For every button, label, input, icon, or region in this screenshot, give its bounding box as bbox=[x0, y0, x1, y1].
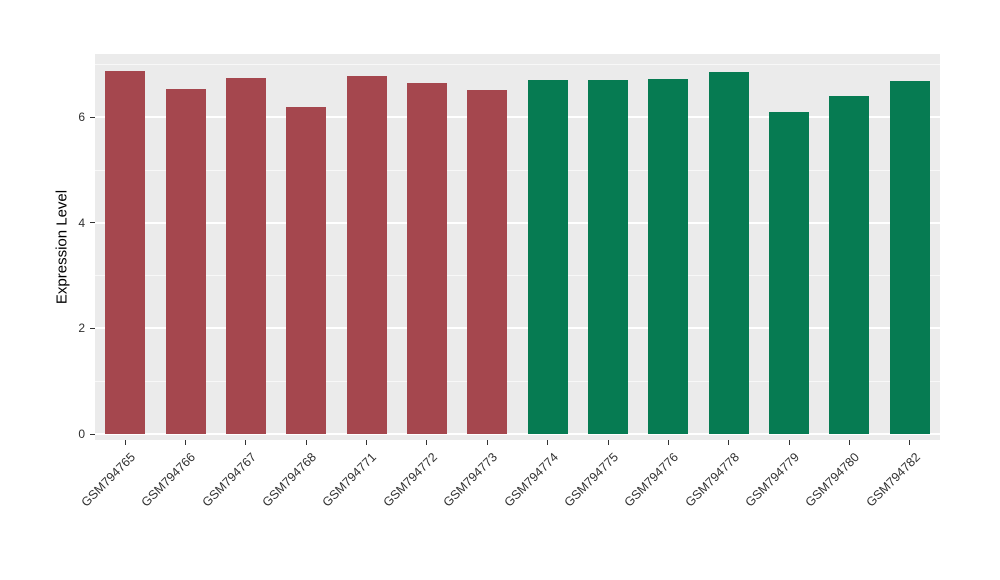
x-tick-mark bbox=[366, 440, 368, 445]
x-tick-label: GSM794766 bbox=[138, 450, 199, 510]
x-tick-label: GSM794773 bbox=[440, 450, 501, 510]
y-tick-mark bbox=[90, 222, 95, 224]
major-gridline bbox=[95, 327, 940, 330]
y-tick-label: 2 bbox=[78, 321, 85, 336]
minor-gridline bbox=[95, 380, 940, 382]
y-tick-label: 0 bbox=[78, 427, 85, 441]
x-tick-mark bbox=[848, 440, 850, 445]
x-tick-label: GSM794772 bbox=[380, 450, 440, 510]
x-tick-mark bbox=[667, 440, 669, 445]
major-gridline bbox=[95, 433, 940, 435]
minor-gridline bbox=[95, 169, 940, 171]
x-tick-label: GSM794774 bbox=[501, 450, 561, 510]
bar-GSM794779 bbox=[769, 111, 810, 434]
bar-GSM794780 bbox=[829, 96, 870, 434]
y-tick-mark bbox=[90, 433, 95, 435]
bar-GSM794782 bbox=[889, 80, 930, 434]
bar-GSM794765 bbox=[105, 71, 146, 434]
bar-GSM794778 bbox=[708, 71, 749, 434]
x-tick-label: GSM794775 bbox=[561, 450, 621, 510]
y-axis-title: Expression Level bbox=[53, 189, 71, 305]
bar-GSM794772 bbox=[406, 82, 447, 434]
x-tick-mark bbox=[305, 440, 307, 445]
bar-GSM794776 bbox=[648, 78, 689, 434]
x-tick-label: GSM794768 bbox=[259, 450, 320, 510]
y-tick-mark bbox=[90, 327, 95, 329]
bar-GSM794774 bbox=[527, 79, 568, 434]
x-tick-label: GSM794782 bbox=[863, 450, 923, 510]
bar-GSM794775 bbox=[588, 80, 629, 434]
x-tick-label: GSM794776 bbox=[621, 450, 682, 510]
x-tick-mark bbox=[788, 440, 790, 445]
bar-GSM794767 bbox=[225, 78, 266, 434]
y-tick-mark bbox=[90, 116, 95, 118]
minor-gridline bbox=[95, 275, 940, 277]
x-tick-label: GSM794780 bbox=[802, 450, 863, 510]
x-tick-mark bbox=[124, 440, 126, 445]
x-tick-label: GSM794765 bbox=[78, 450, 139, 510]
x-tick-mark bbox=[245, 440, 247, 445]
x-tick-mark bbox=[728, 440, 730, 445]
x-tick-mark bbox=[547, 440, 549, 445]
major-gridline bbox=[95, 221, 940, 224]
x-tick-label: GSM794771 bbox=[319, 450, 380, 510]
y-tick-label: 4 bbox=[78, 215, 85, 230]
bar-GSM794766 bbox=[165, 89, 206, 434]
x-tick-mark bbox=[486, 440, 488, 445]
x-tick-mark bbox=[426, 440, 428, 445]
x-tick-label: GSM794779 bbox=[742, 450, 803, 510]
x-tick-mark bbox=[185, 440, 187, 445]
bar-GSM794771 bbox=[346, 76, 387, 434]
plot-panel bbox=[95, 54, 940, 440]
minor-gridline bbox=[95, 64, 940, 66]
x-tick-mark bbox=[909, 440, 911, 445]
bar-GSM794768 bbox=[286, 107, 327, 434]
x-tick-label: GSM794767 bbox=[199, 450, 259, 510]
x-tick-label: GSM794778 bbox=[682, 450, 742, 510]
x-tick-mark bbox=[607, 440, 609, 445]
bar-GSM794773 bbox=[467, 89, 508, 434]
major-gridline bbox=[95, 116, 940, 119]
y-tick-label: 6 bbox=[78, 110, 85, 125]
